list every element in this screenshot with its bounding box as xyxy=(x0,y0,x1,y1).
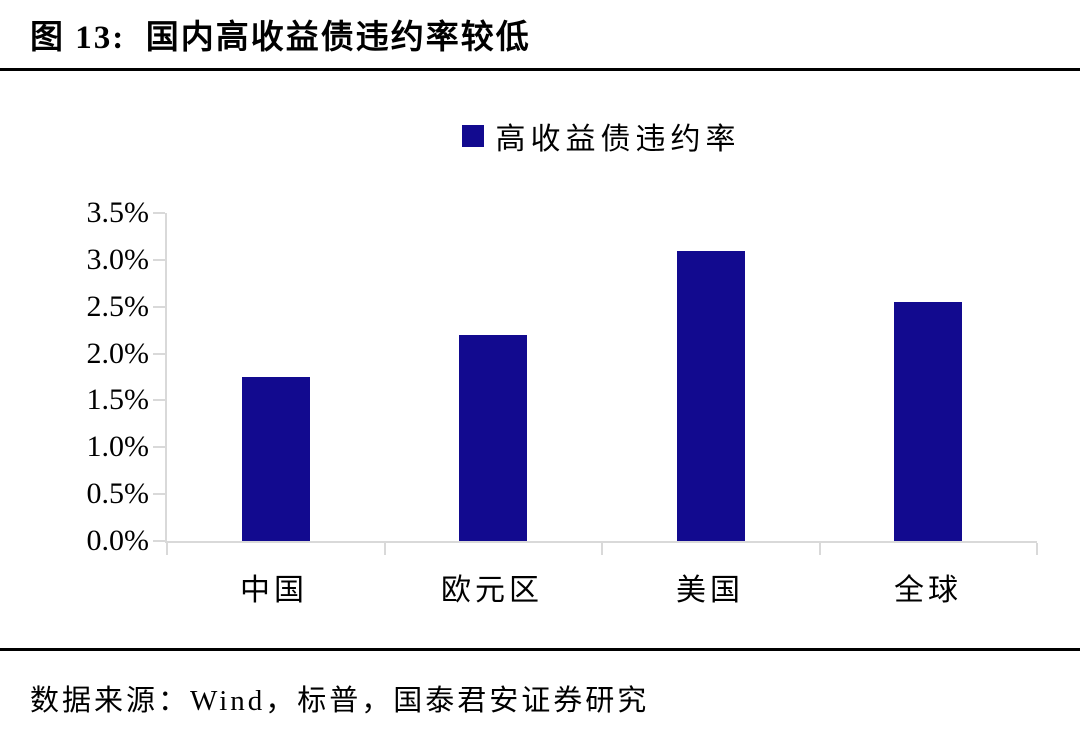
y-tick-label: 3.5% xyxy=(86,196,150,229)
title-divider xyxy=(0,68,1080,71)
y-tick-mark xyxy=(153,446,165,449)
y-tick-label: 2.5% xyxy=(86,289,150,323)
x-axis-labels: 中国 欧元区 美国 全球 xyxy=(165,565,1037,609)
x-category-label: 美国 xyxy=(676,574,744,607)
x-tick-mark xyxy=(383,543,386,555)
y-tick-mark xyxy=(153,540,165,542)
y-tick-mark xyxy=(153,305,165,308)
y-tick-mark xyxy=(153,258,165,261)
y-tick-label: 1.5% xyxy=(86,383,150,417)
y-tick-label: 2.0% xyxy=(86,336,150,370)
x-category-label: 欧元区 xyxy=(441,574,543,607)
y-tick-mark xyxy=(153,399,165,402)
legend: 高收益债违约率 xyxy=(165,116,1037,156)
x-tick-mark xyxy=(601,543,603,555)
x-category-label: 中国 xyxy=(240,574,308,607)
bar-全球 xyxy=(894,302,963,541)
legend-label: 高收益债违约率 xyxy=(495,123,741,156)
bar-中国 xyxy=(241,377,310,541)
bar-美国 xyxy=(676,250,745,541)
y-tick-label: 0.5% xyxy=(86,477,150,511)
footer-divider xyxy=(0,648,1080,651)
x-tick-mark xyxy=(166,543,168,555)
x-tick-mark xyxy=(818,543,821,555)
plot-area: 0.0% 0.5% 1.0% 1.5% 2.0% 2.5% 3.0% 3.5% xyxy=(87,197,1038,557)
data-source: 数据来源：Wind，标普，国泰君安证券研究 xyxy=(30,685,650,717)
y-tick-mark xyxy=(153,493,165,496)
y-tick-mark xyxy=(153,212,165,214)
y-tick-label: 0.0% xyxy=(86,524,150,557)
y-tick-mark xyxy=(153,352,165,355)
x-tick-mark xyxy=(1036,543,1038,555)
figure-title: 图 13: 国内高收益债违约率较低 xyxy=(30,20,531,56)
legend-swatch-icon xyxy=(461,125,484,147)
y-tick-label: 3.0% xyxy=(86,242,150,276)
bar-欧元区 xyxy=(459,334,528,541)
x-category-label: 全球 xyxy=(894,574,962,607)
y-tick-label: 1.0% xyxy=(86,430,150,464)
